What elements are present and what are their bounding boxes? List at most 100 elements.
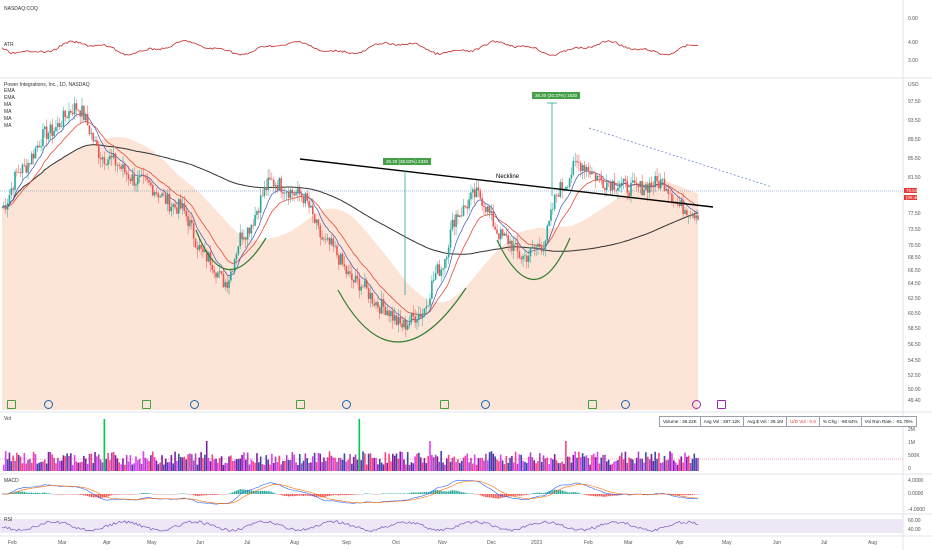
- volume-bar: [460, 460, 463, 471]
- candle: [99, 157, 102, 160]
- macd-bar: [537, 492, 539, 494]
- volume-bar: [336, 461, 338, 471]
- event-upcoming-earnings-marker[interactable]: [717, 400, 726, 409]
- event-earnings-marker[interactable]: [7, 400, 16, 409]
- macd-bar: [585, 494, 588, 495]
- event-dividend-marker[interactable]: [342, 400, 351, 409]
- candle: [667, 188, 670, 194]
- cup-left: [195, 229, 267, 271]
- event-dividend-marker[interactable]: [621, 400, 630, 409]
- candle: [192, 223, 195, 239]
- volume-bar: [687, 455, 690, 471]
- legend-ma-4: MA: [4, 123, 12, 129]
- macd-bar: [21, 491, 24, 494]
- candle: [311, 205, 314, 215]
- time-tick: Jul: [244, 540, 251, 546]
- event-earnings-marker[interactable]: [142, 400, 151, 409]
- candle: [306, 193, 308, 201]
- volume-bar: [259, 456, 262, 471]
- volume-bar: [233, 460, 236, 471]
- macd-bar: [607, 494, 610, 497]
- candle: [445, 257, 448, 260]
- candle: [271, 179, 273, 180]
- macd-bar: [594, 494, 597, 497]
- candle: [360, 286, 362, 291]
- vol-axis: 1M: [908, 440, 915, 446]
- macd-bar: [99, 494, 102, 498]
- event-dividend-marker[interactable]: [481, 400, 490, 409]
- event-dividend-marker[interactable]: [190, 400, 199, 409]
- volume-bar: [168, 461, 171, 471]
- volume-bar: [224, 462, 227, 471]
- volume-bar: [592, 453, 595, 471]
- time-tick: Apr: [103, 540, 111, 546]
- volume-bar: [483, 460, 485, 471]
- volume-bar: [527, 456, 530, 471]
- stat-avg-dollar-vol: Avg $ Vol : 29.1M: [744, 417, 788, 426]
- macd-bar: [42, 492, 44, 494]
- event-earnings-marker[interactable]: [296, 400, 305, 409]
- candle: [345, 266, 348, 275]
- candle: [246, 227, 249, 240]
- macd-bar: [460, 492, 463, 494]
- candle: [58, 123, 61, 128]
- volume-bar: [691, 458, 694, 471]
- volume-bar: [164, 458, 167, 471]
- candle: [224, 282, 227, 288]
- atr-axis-top: 0.00: [908, 16, 918, 22]
- candle: [609, 182, 612, 191]
- candle: [3, 205, 5, 208]
- candle: [524, 255, 526, 257]
- price-tick: 64.50: [908, 281, 921, 287]
- candle: [397, 317, 400, 325]
- macd-bar: [274, 493, 277, 494]
- macd-bar: [554, 489, 556, 494]
- macd-bar: [85, 494, 87, 496]
- macd-bar: [687, 494, 690, 496]
- event-dividend-marker[interactable]: [44, 400, 53, 409]
- volume-bar: [263, 464, 266, 471]
- time-tick: 2023: [531, 540, 543, 546]
- event-earnings-marker[interactable]: [588, 400, 597, 409]
- macd-bar: [345, 494, 347, 496]
- macd-bar: [271, 491, 273, 494]
- volume-bar: [258, 462, 260, 471]
- macd-bar: [511, 494, 513, 497]
- ma-long-line: [1, 144, 699, 255]
- macd-bar: [211, 494, 213, 495]
- candle: [444, 259, 446, 269]
- volume-bar: [177, 453, 180, 471]
- volume-bar: [189, 453, 191, 471]
- volume-bar: [86, 463, 89, 471]
- candle: [49, 124, 52, 134]
- candle: [176, 207, 178, 214]
- macd-bar: [574, 492, 576, 494]
- chart-title: Power Integrations, Inc., 1D, NASDAQ: [4, 82, 90, 88]
- volume-bar: [51, 454, 54, 471]
- candle: [473, 189, 476, 198]
- macd-bar: [451, 490, 454, 494]
- candle: [196, 247, 199, 250]
- candle: [503, 233, 506, 236]
- event-earnings-marker[interactable]: [440, 400, 449, 409]
- candle: [531, 246, 534, 248]
- price-tick: 68.50: [908, 255, 921, 261]
- macd-bar: [505, 494, 508, 497]
- volume-bar: [317, 452, 320, 471]
- candle: [272, 179, 275, 187]
- macd-bar: [611, 494, 614, 496]
- volume-bar: [217, 462, 219, 471]
- volume-bar: [265, 455, 268, 471]
- event-upcoming-marker[interactable]: [692, 400, 701, 409]
- macd-bar: [416, 492, 418, 494]
- volume-bar: [671, 453, 673, 471]
- volume-bar: [475, 464, 478, 471]
- candle: [287, 192, 290, 198]
- candle: [135, 184, 137, 186]
- volume-bar: [129, 455, 132, 471]
- candle: [133, 174, 135, 186]
- time-tick: Jun: [196, 540, 205, 546]
- volume-bar: [496, 459, 498, 471]
- volume-bar: [207, 457, 210, 471]
